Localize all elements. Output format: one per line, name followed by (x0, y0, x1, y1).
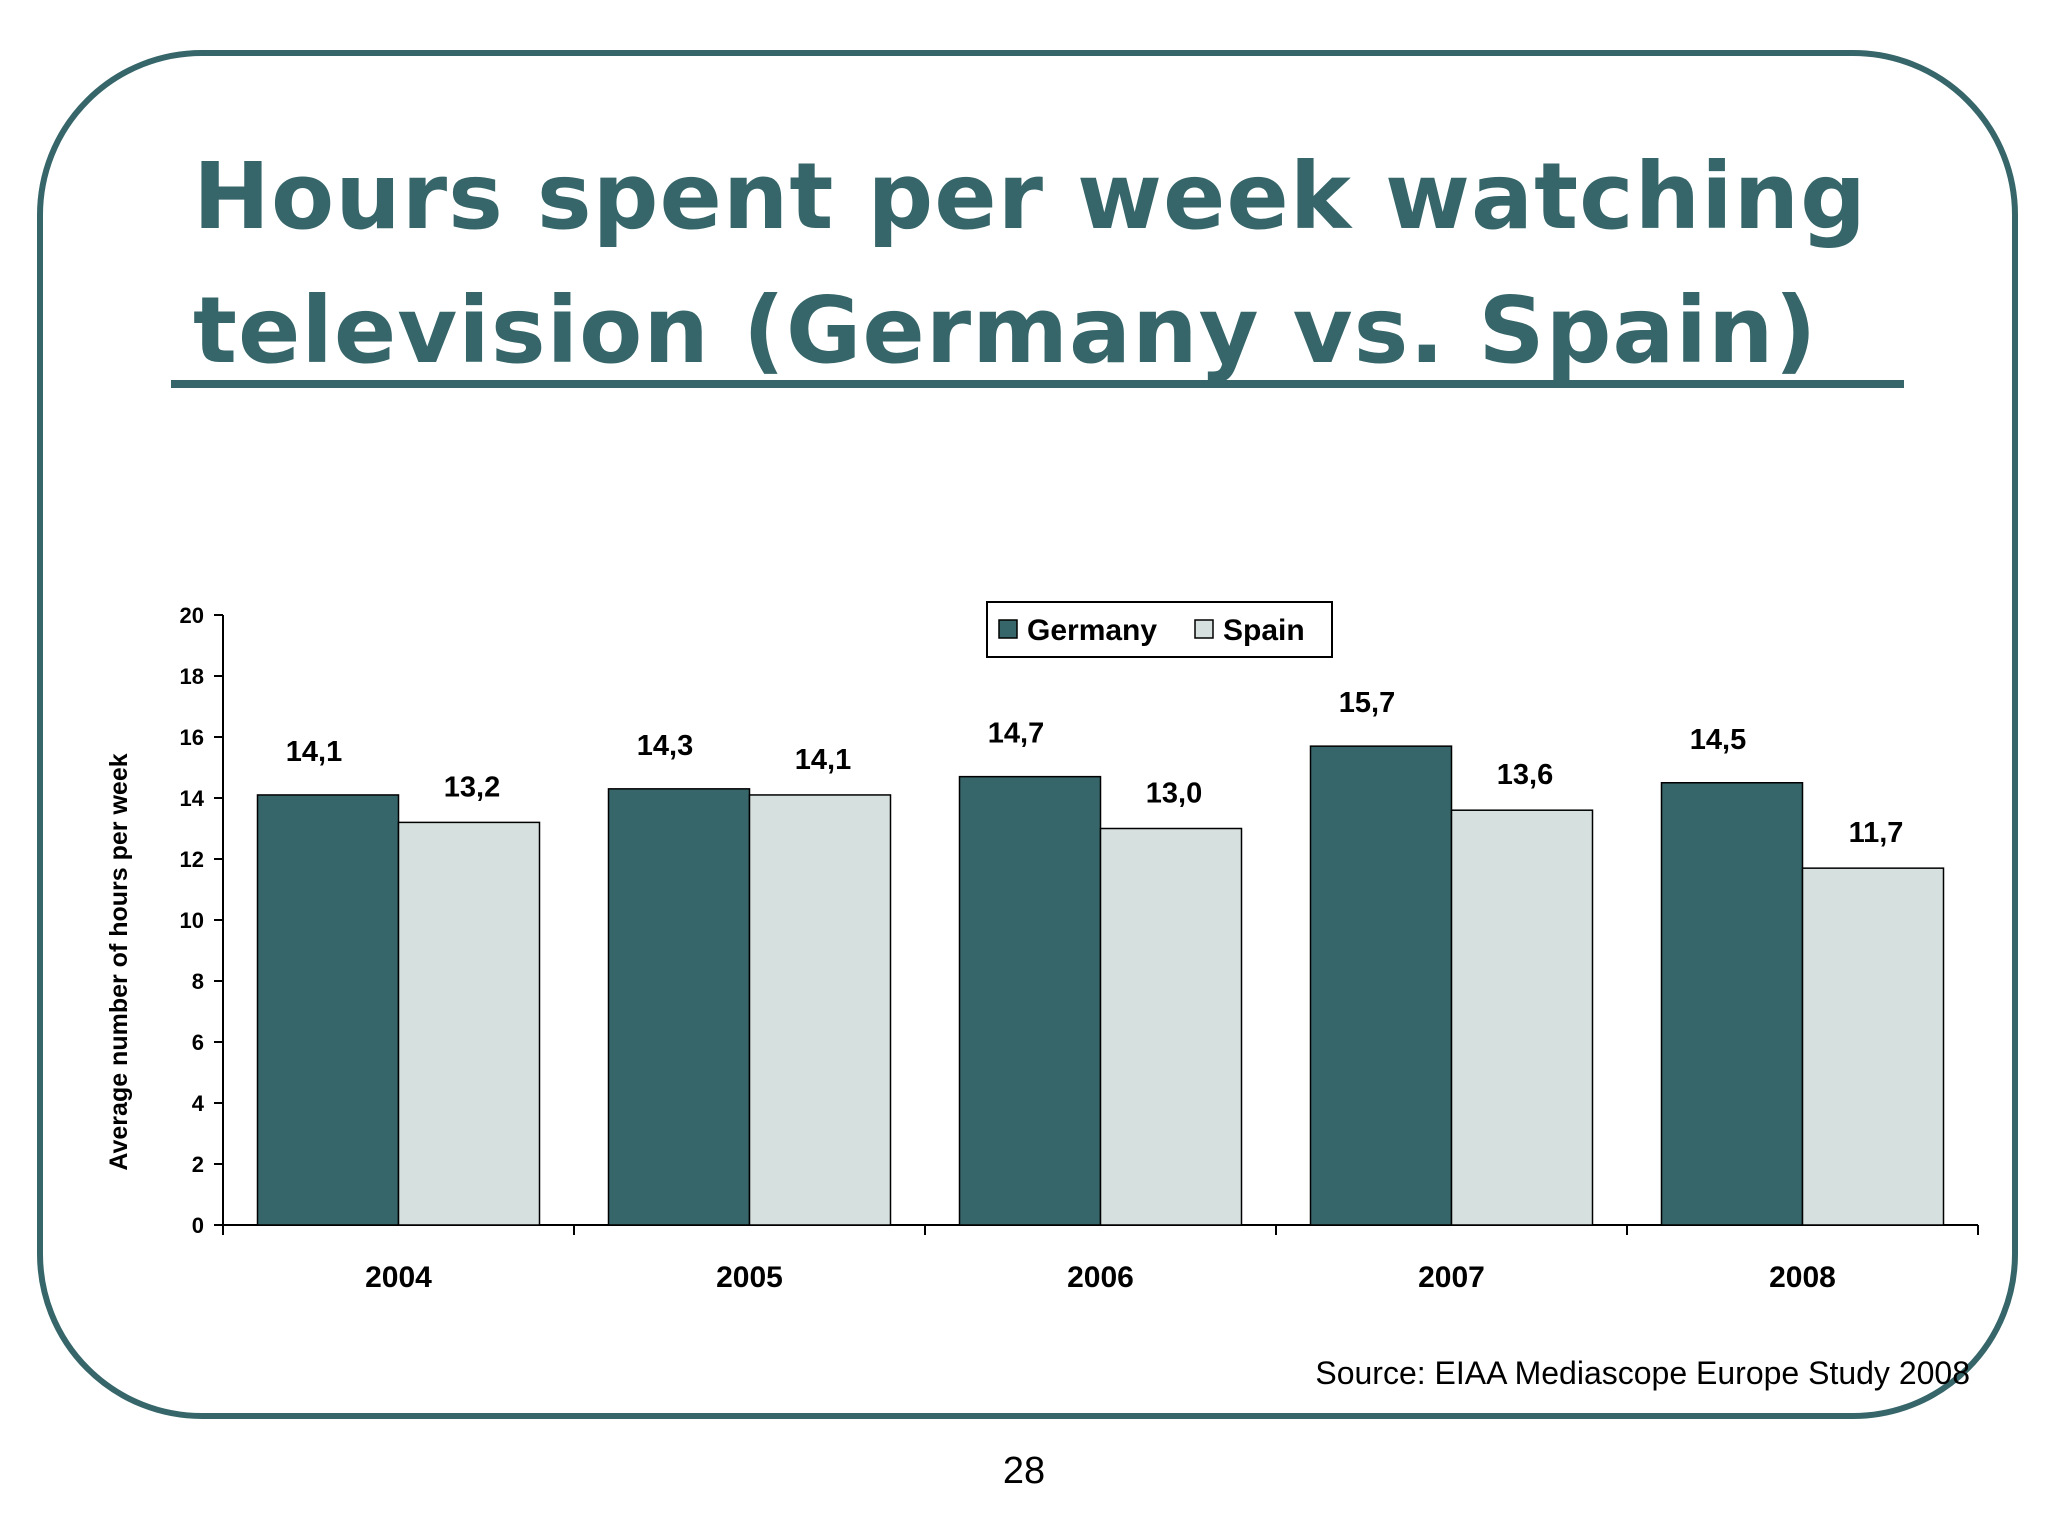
data-label: 14,3 (637, 730, 693, 762)
legend-label-germany: Germany (1027, 614, 1157, 647)
slide-frame (37, 50, 2018, 1419)
page-number: 28 (1002, 1450, 1046, 1492)
bar-germany-2008 (1660, 782, 1804, 1226)
y-tick-label: 18 (180, 664, 204, 689)
title-underline (171, 380, 1904, 388)
slide-title: Hours spent per week watching television… (193, 130, 1893, 398)
y-tick-label: 6 (192, 1030, 204, 1055)
bar-spain-2005 (748, 794, 892, 1226)
x-tick-label: 2007 (1418, 1261, 1485, 1294)
bar-chart: 0 2 4 6 8 10 12 14 16 18 20 Average number of hours… (105, 601, 1979, 1294)
data-label: 11,7 (1849, 817, 1904, 849)
data-label: 13,6 (1497, 759, 1553, 791)
legend-swatch-germany (998, 619, 1018, 639)
bar-spain-2006 (1099, 827, 1243, 1226)
x-tick-label: 2008 (1769, 1261, 1836, 1294)
y-tick-label: 10 (180, 908, 204, 933)
y-tick-label: 20 (180, 603, 204, 628)
y-tick-label: 14 (180, 786, 205, 811)
y-tick-label: 4 (192, 1091, 205, 1116)
data-label: 13,2 (444, 771, 500, 803)
y-tick-label: 2 (192, 1152, 204, 1177)
source-note: Source: EIAA Mediascope Europe Study 200… (1315, 1355, 1970, 1391)
y-tick-label: 12 (180, 847, 204, 872)
legend-label-spain: Spain (1223, 614, 1305, 647)
bar-germany-2005 (607, 788, 751, 1226)
legend-box (986, 601, 1333, 658)
data-label: 13,0 (1146, 778, 1202, 810)
data-label: 15,7 (1339, 687, 1395, 719)
y-tick-label: 8 (192, 969, 204, 994)
bar-germany-2006 (958, 775, 1102, 1226)
x-tick-label: 2006 (1067, 1261, 1134, 1294)
data-label: 14,1 (286, 736, 342, 768)
x-tick-label: 2005 (716, 1261, 783, 1294)
y-tick-label: 0 (192, 1213, 204, 1238)
title-line-2: television (Germany vs. Spain) (193, 277, 1818, 384)
y-tick-label: 16 (180, 725, 204, 750)
title-line-1: Hours spent per week watching (193, 143, 1867, 250)
x-tick-label: 2004 (365, 1261, 432, 1294)
bar-germany-2004 (256, 794, 400, 1226)
data-label: 14,5 (1690, 724, 1746, 756)
data-label: 14,7 (988, 718, 1044, 750)
bar-spain-2008 (1801, 867, 1945, 1226)
bar-spain-2004 (397, 821, 541, 1226)
bar-spain-2007 (1450, 809, 1594, 1226)
legend-swatch-spain (1194, 619, 1214, 639)
data-label: 14,1 (795, 744, 851, 776)
y-axis-label: Average number of hours per week (105, 753, 133, 1170)
bar-germany-2007 (1309, 745, 1453, 1226)
